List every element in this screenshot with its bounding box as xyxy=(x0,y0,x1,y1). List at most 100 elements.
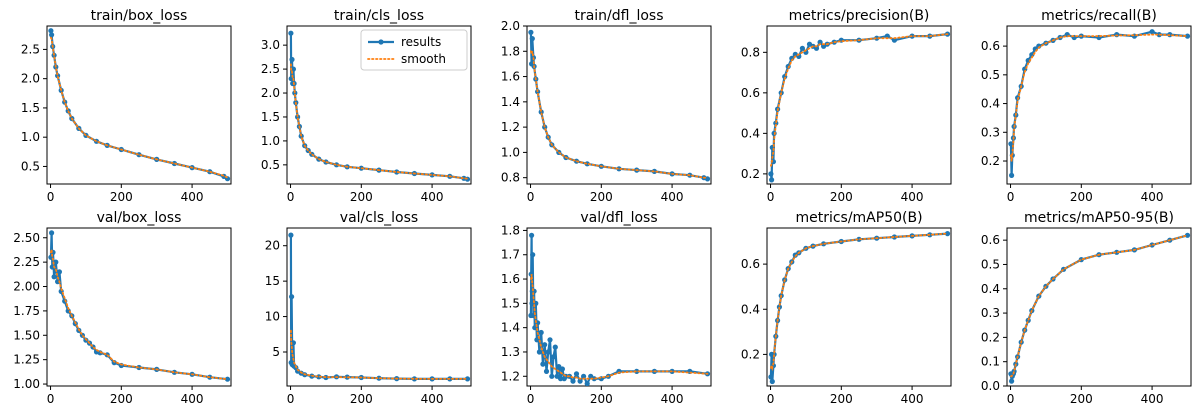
y-tick-label: 2.25 xyxy=(13,255,40,269)
y-tick-label: 0.4 xyxy=(741,126,760,140)
legend-results-label: results xyxy=(401,35,441,49)
x-tick-label: 400 xyxy=(1141,190,1164,204)
x-tick-label: 400 xyxy=(901,392,924,406)
results-point xyxy=(289,56,295,63)
plot-frame xyxy=(46,227,232,387)
x-tick-label: 400 xyxy=(661,190,684,204)
y-tick-label: 15 xyxy=(265,274,280,288)
y-tick-label: 0.6 xyxy=(741,86,760,100)
smooth-series-line xyxy=(1010,234,1189,378)
y-tick-label: 1.6 xyxy=(501,70,520,84)
x-tick-label: 0 xyxy=(767,190,775,204)
results-point xyxy=(540,361,546,367)
y-tick-label: 0.0 xyxy=(981,379,1000,393)
results-point xyxy=(1009,378,1015,384)
chart-title: metrics/recall(B) xyxy=(1041,8,1157,24)
results-point xyxy=(545,349,551,355)
x-tick-label: 200 xyxy=(350,190,373,204)
x-tick-label: 0 xyxy=(527,392,535,406)
y-tick-label: 0.2 xyxy=(741,347,760,361)
x-tick-label: 400 xyxy=(1141,392,1164,406)
y-tick-label: 20 xyxy=(265,239,280,253)
results-point xyxy=(559,366,566,372)
results-point xyxy=(558,376,564,382)
plot-frame xyxy=(1006,25,1192,185)
results-point xyxy=(1149,29,1155,35)
smooth-series-line xyxy=(290,329,469,380)
y-tick-label: 1.7 xyxy=(501,248,520,262)
results-point xyxy=(528,29,534,35)
results-point xyxy=(591,376,597,382)
results-point xyxy=(584,381,590,386)
smooth-series-line xyxy=(50,249,229,381)
y-tick-label: 0.2 xyxy=(981,154,1000,168)
chart-panel-7: val/cls_loss 0 200 400 5 10 15 20 xyxy=(265,210,472,406)
x-tick-label: 200 xyxy=(350,392,373,406)
y-tick-label: 0.4 xyxy=(981,97,1000,111)
results-point xyxy=(573,371,580,377)
results-point xyxy=(543,368,550,374)
legend-smooth-label: smooth xyxy=(401,52,446,66)
results-point xyxy=(411,376,417,382)
chart-panel-1: train/box_loss 0 200 400 0.5 1.0 1.5 2.0 2.5 xyxy=(21,8,232,204)
y-tick-label: 1.5 xyxy=(21,101,40,115)
x-tick-label: 400 xyxy=(901,190,924,204)
x-tick-label: 0 xyxy=(47,190,55,204)
results-point xyxy=(288,30,294,36)
results-point xyxy=(577,378,583,384)
plot-frame xyxy=(526,227,712,387)
x-tick-label: 400 xyxy=(421,190,444,204)
plot-frame xyxy=(766,227,952,387)
results-point xyxy=(550,354,557,360)
x-tick-label: 200 xyxy=(1070,190,1093,204)
plot-area xyxy=(768,231,951,385)
y-tick-label: 0.8 xyxy=(501,171,520,185)
y-tick-label: 3.0 xyxy=(261,38,280,52)
results-point xyxy=(530,252,536,258)
chart-title: val/cls_loss xyxy=(340,210,418,226)
results-point xyxy=(224,376,231,382)
results-point xyxy=(1184,232,1191,238)
chart-title: metrics/precision(B) xyxy=(789,8,930,24)
results-point xyxy=(290,66,296,72)
chart-title: train/dfl_loss xyxy=(574,8,663,24)
chart-panel-2: train/cls_loss 0 200 400 0.5 1.0 1.5 2.0 2.5 3.0 r… xyxy=(261,8,472,204)
y-tick-label: 2.00 xyxy=(13,280,40,294)
plot-area xyxy=(1008,29,1191,178)
y-tick-label: 2.5 xyxy=(261,62,280,76)
y-tick-label: 0.5 xyxy=(261,158,280,172)
y-tick-label: 2.5 xyxy=(21,42,40,56)
results-point xyxy=(289,294,295,300)
chart-panel-5: metrics/recall(B) 0 200 400 0.2 0.3 0.4 0.5 0.6 xyxy=(981,8,1192,204)
y-tick-label: 1.8 xyxy=(501,44,520,58)
x-tick-label: 0 xyxy=(47,392,55,406)
chart-panel-10: metrics/mAP50-95(B) 0 200 400 0.0 0.1 0.2 0.3 0.… xyxy=(981,210,1192,406)
results-point xyxy=(333,162,340,168)
chart-panel-9: metrics/mAP50(B) 0 200 400 0.2 0.4 0.6 xyxy=(741,210,952,406)
x-tick-label: 0 xyxy=(1007,190,1015,204)
results-point xyxy=(536,349,543,355)
y-tick-label: 0.2 xyxy=(741,167,760,181)
results-point xyxy=(570,378,576,384)
results-point xyxy=(769,177,775,183)
results-point xyxy=(584,161,590,167)
plot-area xyxy=(48,230,231,382)
y-tick-label: 1.0 xyxy=(501,145,520,159)
results-point xyxy=(768,171,774,177)
plot-frame xyxy=(46,25,232,185)
results-point xyxy=(549,373,555,379)
results-point xyxy=(49,32,55,38)
y-tick-label: 1.3 xyxy=(501,345,520,359)
plot-frame xyxy=(286,227,472,387)
results-series-line xyxy=(529,32,708,180)
x-tick-label: 400 xyxy=(181,190,204,204)
y-tick-label: 0.6 xyxy=(981,233,1000,247)
results-point xyxy=(552,344,558,350)
results-point xyxy=(874,35,880,41)
results-point xyxy=(768,374,774,380)
results-point xyxy=(891,234,898,240)
x-tick-label: 400 xyxy=(661,392,684,406)
results-point xyxy=(817,39,823,45)
plot-area xyxy=(768,31,951,183)
